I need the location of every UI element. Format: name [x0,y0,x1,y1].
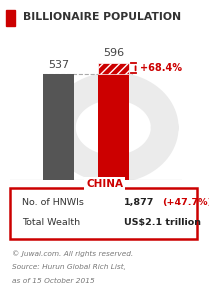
Bar [98,62,129,74]
Text: 596: 596 [103,48,124,58]
Text: +68.4%: +68.4% [140,63,182,73]
Text: No. of HNWIs: No. of HNWIs [22,198,84,207]
FancyBboxPatch shape [10,188,197,239]
Text: Source: Hurun Global Rich List,: Source: Hurun Global Rich List, [12,264,126,270]
Text: © Juwai.com. All rights reserved.: © Juwai.com. All rights reserved. [12,250,134,257]
Text: US$2.1 trillion: US$2.1 trillion [124,218,201,227]
Text: UNITED
STATES: UNITED STATES [43,192,74,211]
Text: Total Wealth: Total Wealth [22,218,80,227]
Text: 1,877: 1,877 [124,198,154,207]
Text: (+47.7%): (+47.7%) [162,198,209,207]
Bar [43,74,74,180]
Bar [98,74,129,180]
Text: BILLIONAIRE POPULATION: BILLIONAIRE POPULATION [23,12,181,22]
Text: as of 15 October 2015: as of 15 October 2015 [12,278,95,284]
Text: 537: 537 [48,60,69,70]
Text: CHINA: CHINA [100,192,127,201]
Bar [6,10,15,26]
Text: CHINA: CHINA [86,179,123,190]
